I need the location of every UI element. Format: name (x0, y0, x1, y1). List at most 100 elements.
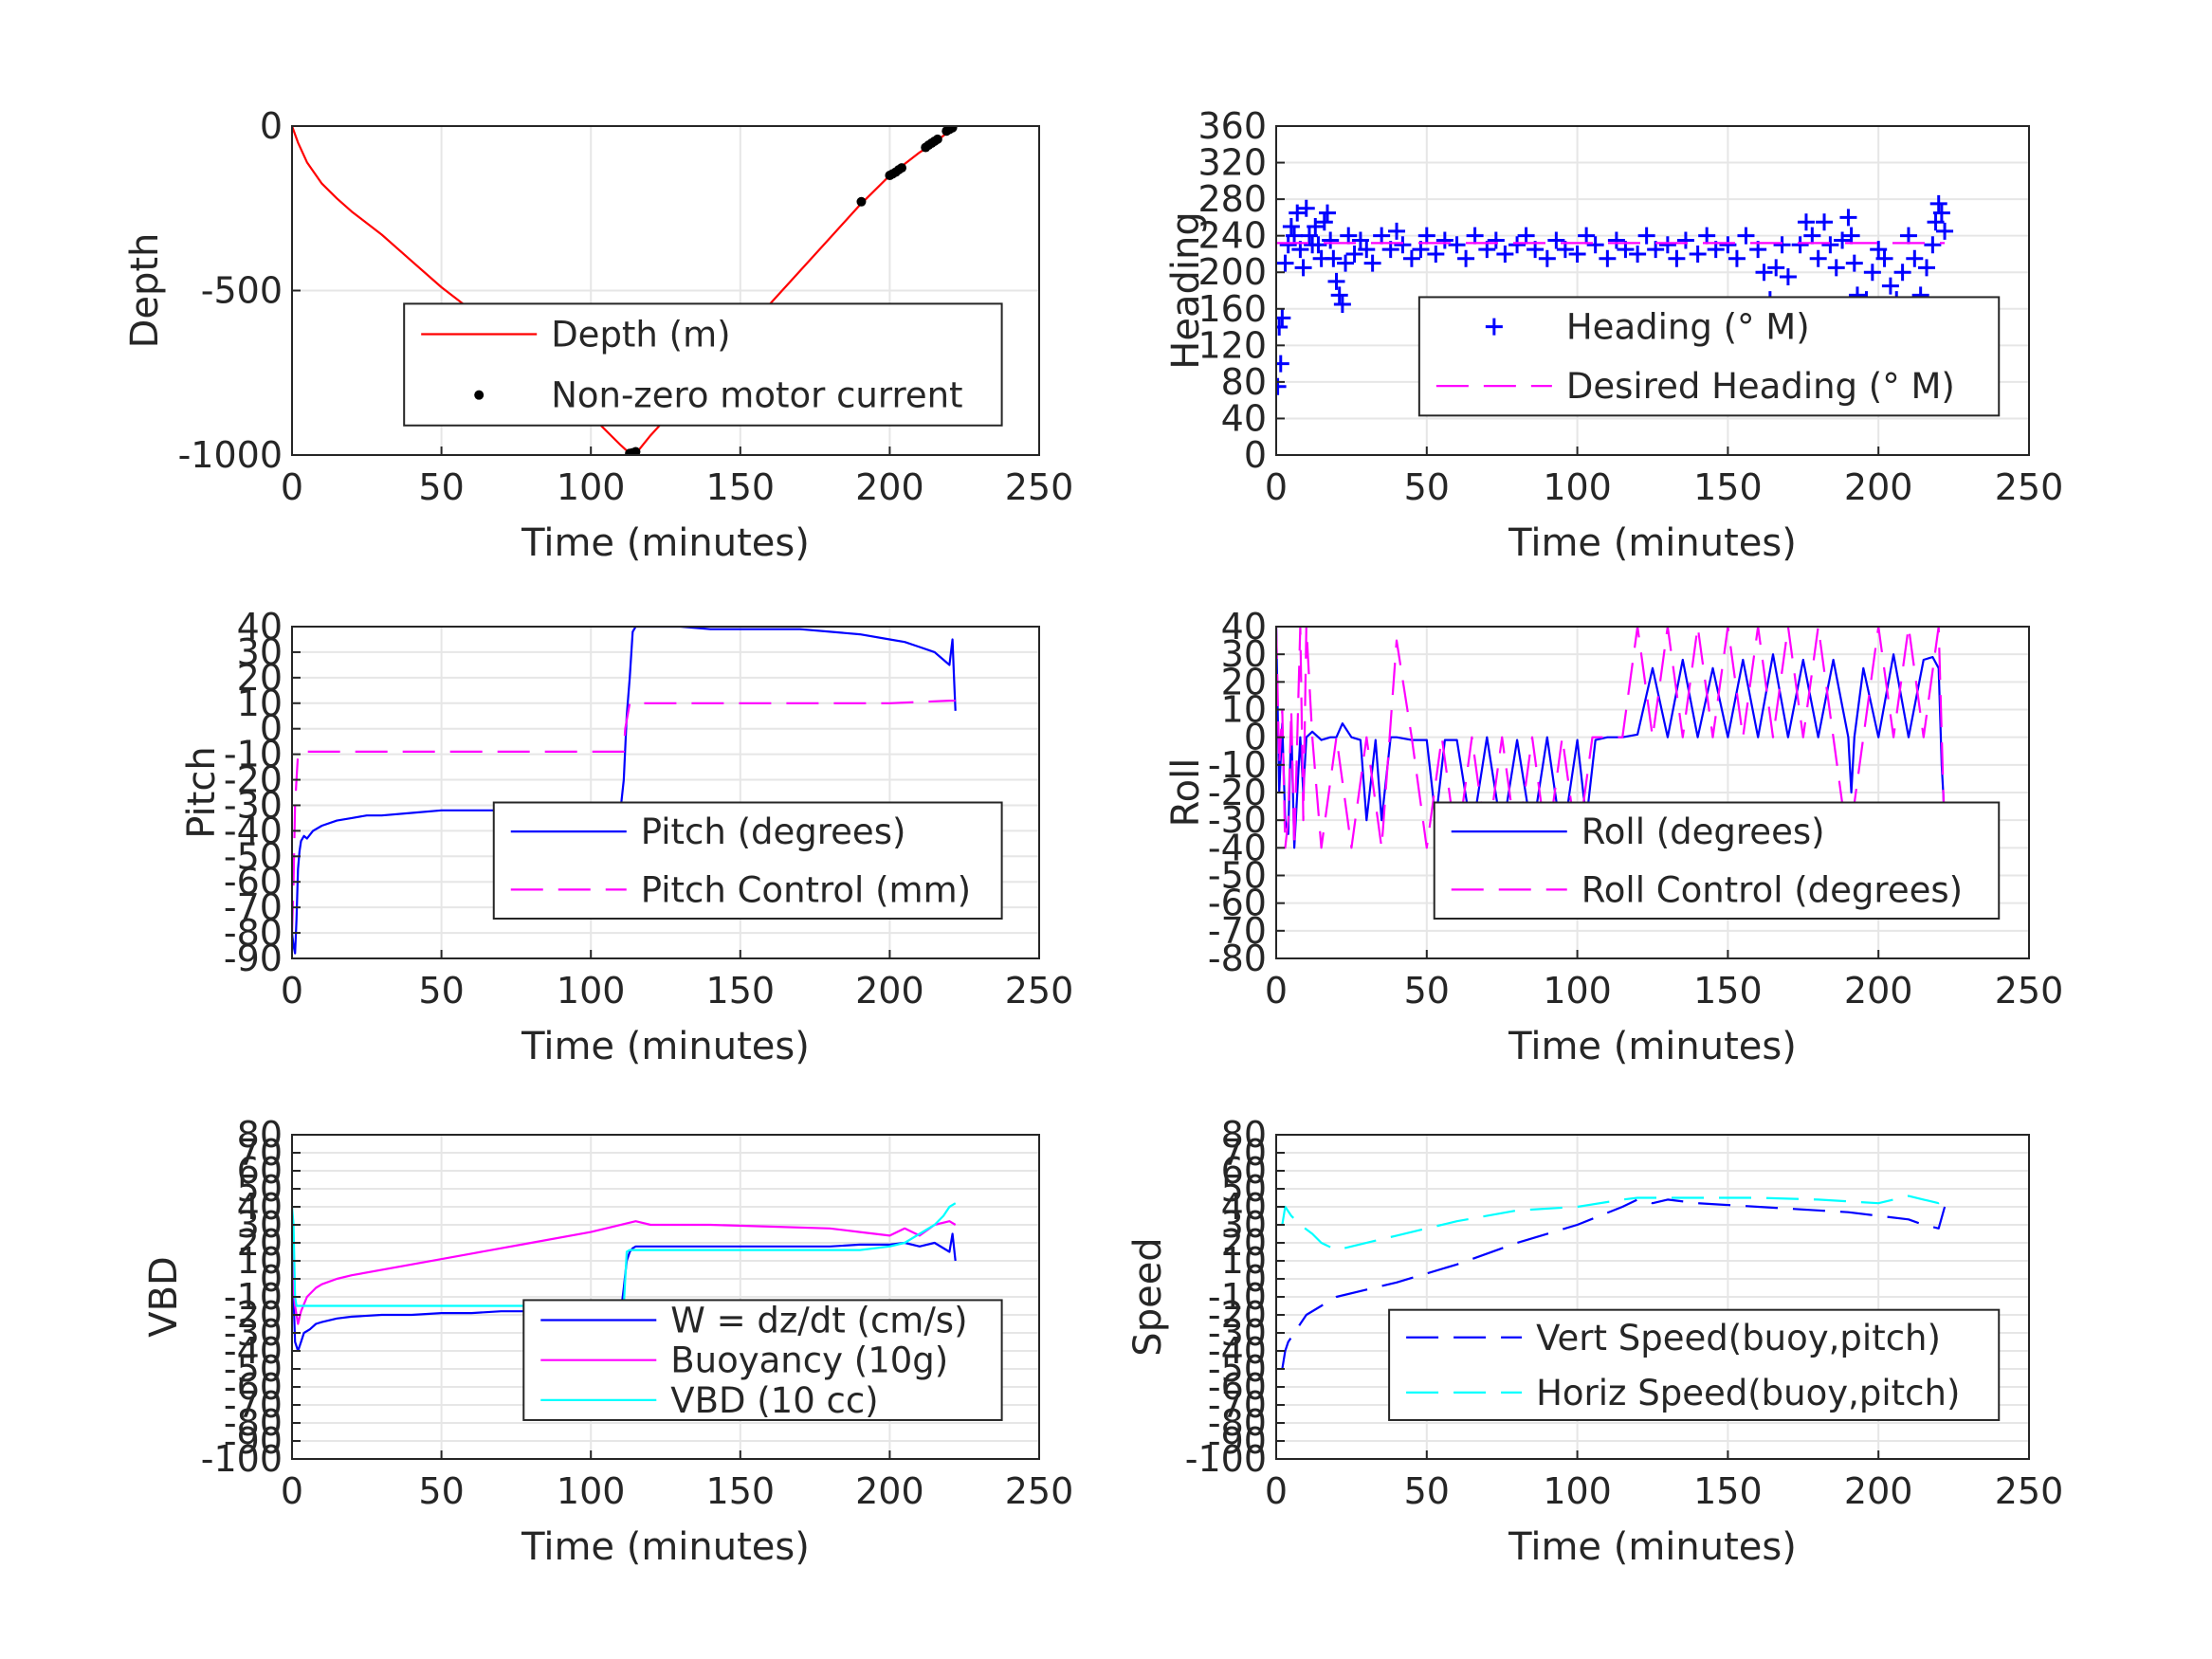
heading-ytick-label: 320 (1197, 142, 1267, 184)
roll-ytick-label: -20 (1208, 772, 1267, 813)
heading-series-0-point (1279, 236, 1297, 254)
heading-ytick-label: 240 (1197, 215, 1267, 257)
heading-legend-entry-1-label: Desired Heading (° M) (1566, 366, 1955, 407)
depth-legend-box (403, 302, 1003, 427)
pitch-ytick-label: 10 (237, 683, 283, 724)
heading-series-0-point (1924, 236, 1942, 254)
speed-ytick-label: 10 (1221, 1240, 1267, 1282)
heading-series-0-point (1307, 218, 1325, 236)
heading-series-0-point (1487, 231, 1505, 249)
heading-series-0-point (1286, 227, 1304, 245)
heading-series-0-point (1586, 236, 1604, 254)
heading-series-0-point (1936, 222, 1954, 240)
speed-ytick-label: 30 (1221, 1204, 1267, 1246)
vbd-ytick-label: -10 (224, 1276, 283, 1318)
panel-speed: 0 50 100 150 200 250-100-90-80-70-60-50-40-30… (1126, 1114, 2063, 1569)
speed-xtick-label: 100 (1543, 1470, 1612, 1512)
heading-series-0-point (1767, 259, 1785, 277)
heading-series-0-point (1607, 231, 1625, 249)
pitch-ytick-label: -80 (224, 912, 283, 954)
heading-series-0-point (1842, 227, 1860, 245)
speed-ytick-label: 40 (1221, 1186, 1267, 1228)
speed-xtick-label: 150 (1693, 1470, 1763, 1512)
heading-series-0-point (1330, 286, 1348, 304)
roll-ytick-label: -60 (1208, 883, 1267, 924)
heading-series-0-point (1689, 245, 1707, 263)
depth-ytick-label: -500 (201, 270, 283, 312)
heading-series-0-point (1927, 213, 1945, 231)
heading-series-0-point (1834, 231, 1852, 249)
vbd-ytick-label: -30 (224, 1312, 283, 1354)
heading-series-0-point (1435, 231, 1453, 249)
heading-ytick-label: 0 (1244, 434, 1267, 476)
speed-ylabel: Speed (1126, 1237, 1170, 1356)
heading-series-0-point (1517, 227, 1535, 245)
heading-series-0-point (1318, 204, 1336, 222)
heading-series-0-point (1315, 213, 1333, 231)
pitch-ytick-label: -30 (224, 784, 283, 826)
speed-ytick-label: -70 (1208, 1384, 1267, 1426)
vbd-series-1-line (292, 1220, 957, 1325)
speed-ytick-label: 80 (1221, 1114, 1267, 1156)
pitch-xtick-label: 250 (1005, 970, 1074, 1012)
heading-series-0-point (1658, 236, 1676, 254)
speed-ytick-label: -90 (1208, 1420, 1267, 1462)
speed-ytick-label: -60 (1208, 1366, 1267, 1408)
pitch-ytick-label: 40 (237, 606, 283, 647)
vbd-ytick-label: -20 (224, 1294, 283, 1336)
roll-legend-box (1433, 801, 2001, 920)
speed-ytick-label: -40 (1208, 1330, 1267, 1372)
heading-series-0-point (1893, 264, 1911, 282)
heading-series-0-point (1282, 218, 1300, 236)
vbd-ytick-label: -80 (224, 1402, 283, 1444)
speed-ytick-label: 60 (1221, 1150, 1267, 1192)
depth-series-1-point (856, 196, 867, 207)
heading-series-0-point (1289, 204, 1307, 222)
vbd-ytick-label: 20 (237, 1222, 283, 1264)
heading-series-0-point (1728, 249, 1746, 267)
heading-series-0-point (1929, 194, 1947, 212)
roll-ytick-label: 20 (1221, 661, 1267, 702)
vbd-ytick-label: 70 (237, 1132, 283, 1174)
pitch-ytick-label: -10 (224, 734, 283, 775)
heading-series-0-point (1578, 227, 1596, 245)
heading-legend-entry-0-swatch-marker (1485, 318, 1503, 336)
vbd-legend-entry-0-label: W = dz/dt (cm/s) (670, 1301, 967, 1341)
speed-ytick-label: 0 (1244, 1258, 1267, 1300)
heading-series-0-point (1599, 249, 1617, 267)
heading-legend-entry-0-label: Heading (° M) (1566, 307, 1810, 348)
heading-series-0-point (1845, 254, 1863, 272)
roll-ytick-label: 30 (1221, 633, 1267, 675)
heading-ytick-label: 80 (1221, 361, 1267, 403)
vbd-ytick-label: -70 (224, 1384, 283, 1426)
heading-series-0-point (1668, 249, 1686, 267)
heading-series-0-point (1870, 241, 1888, 259)
heading-ytick-label: 360 (1197, 105, 1267, 147)
heading-series-0-point (1637, 227, 1655, 245)
roll-ytick-label: 0 (1244, 717, 1267, 758)
heading-series-0-point (1373, 227, 1391, 245)
pitch-xtick-label: 150 (706, 970, 776, 1012)
heading-series-0-point (1779, 268, 1797, 286)
pitch-ytick-label: -70 (224, 886, 283, 928)
vbd-ytick-label: 40 (237, 1186, 283, 1228)
heading-legend-box (1417, 296, 2001, 417)
heading-series-0-point (1276, 319, 1289, 337)
heading-series-0-point (1773, 236, 1791, 254)
heading-series-0-point (1899, 227, 1917, 245)
speed-legend: Vert Speed(buoy,pitch) Horiz Speed(buoy,p… (1388, 1308, 2001, 1421)
heading-series-0-point (1508, 236, 1526, 254)
panel-depth: 0 50 100 150 200 250 -1000 -500 0 Time (minutes) D… (123, 105, 1073, 565)
heading-series-0-point (1821, 236, 1839, 254)
heading-series-0-point (1906, 249, 1924, 267)
vbd-xtick-label: 100 (557, 1470, 626, 1512)
heading-series-0-point (1629, 245, 1647, 263)
depth-xtick-label: 200 (855, 466, 924, 508)
pitch-ytick-label: -40 (224, 810, 283, 851)
heading-series-0-point (1388, 222, 1406, 240)
heading-series-0-point (1327, 272, 1345, 290)
pitch-xtick-label: 200 (855, 970, 924, 1012)
pitch-xtick-label: 0 (281, 970, 303, 1012)
heading-xlabel: Time (minutes) (1508, 521, 1797, 565)
heading-series-0-point (1402, 249, 1420, 267)
